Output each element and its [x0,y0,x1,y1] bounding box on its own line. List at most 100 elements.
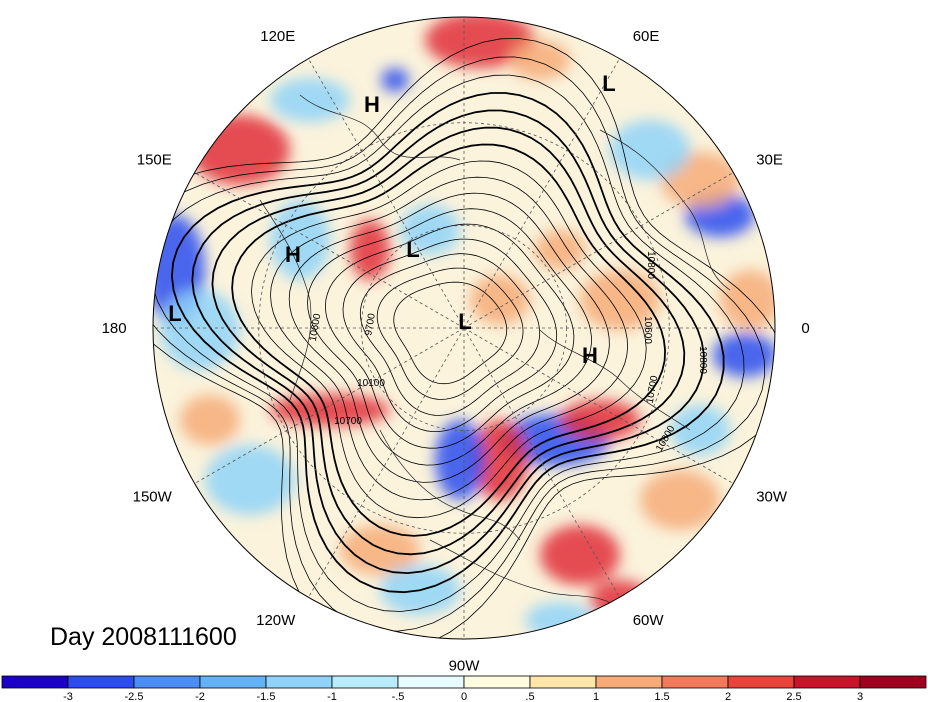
meridian-line [308,327,465,598]
figure-title: Day 2008111600 [50,623,237,651]
anomaly-blob [535,230,585,270]
meridian-line [194,327,465,484]
colorbar-box [67,675,135,689]
anomaly-blob [580,270,660,330]
colorbar-box [529,675,597,689]
contour-line [211,126,686,556]
colorbar-tick-label: -2.5 [125,691,144,702]
pressure-system-low: L [406,237,419,262]
anomaly-blob [470,275,530,325]
contour-value-label: 10700 [334,416,362,427]
pressure-system-low: L [168,301,181,326]
colorbar-box [199,675,267,689]
contour-value-label: 10800 [697,346,708,374]
coastline [379,429,521,541]
contour-value-label: 10600 [642,316,653,344]
pressure-system-high: H [364,92,380,117]
coastline [299,94,461,161]
colorbar-tick-label: 2 [725,691,731,702]
anomaly-blob [525,602,595,638]
contour-line [376,267,524,400]
anomaly-blob [425,17,535,68]
coastline [599,129,731,291]
colorbar-box [331,675,399,689]
contour-line [153,37,775,639]
coastline [259,199,312,401]
colorbar-box [793,675,861,689]
anomaly-blob [510,40,570,80]
longitude-label: 180 [102,320,127,337]
contour-line [342,238,558,432]
graticule [153,17,775,639]
longitude-label: 150W [133,489,173,506]
anomaly-blob [435,420,485,500]
anomaly-blob [713,333,775,377]
meridian-line [463,327,734,484]
anomaly-blob [560,400,640,440]
contour-line [288,192,610,483]
anomaly-blob [350,220,390,280]
map-border [152,16,776,640]
colorbar-tick-label: 0 [461,691,467,702]
colorbar-tick-label: -3 [63,691,73,702]
colorbar-box [859,675,927,689]
pressure-system-high: H [285,242,301,267]
colorbar-box [1,675,69,689]
colorbar-tick-label: 1.5 [654,691,669,702]
anomaly-blob [160,290,240,370]
contour-line [153,56,766,632]
anomaly-blob [270,200,330,280]
longitude-label: 60E [633,28,660,45]
colorbar-box [661,675,729,689]
anomaly-blob [610,120,690,180]
contour-line [231,143,667,537]
contour-value-label: 10600 [308,312,324,342]
anomaly-blob [190,115,290,185]
contour-line [359,253,541,416]
coastline [539,329,691,431]
colorbar-box [265,675,333,689]
meridian-line [463,327,620,598]
anomaly-blob [205,445,295,515]
colorbar-box [727,675,795,689]
contour-value-label: 10700 [645,374,661,404]
anomaly-blob [180,395,240,445]
longitude-label: 30E [756,151,783,168]
anomaly-blob [640,470,720,530]
contour-line [251,160,647,519]
colorbar: -3 -2.5 -2 -1.5 -1 -.5 0 .5 1 1.5 2 2.5 3 [1,675,927,702]
contour-value-label: 9700 [363,312,378,336]
pressure-system-low: L [458,309,471,334]
colorbar-box [463,675,531,689]
longitude-label: 90W [449,657,481,674]
contour-line [191,109,705,575]
colorbar-box [397,675,465,689]
longitude-label: 30W [756,489,788,506]
contour-line [324,223,575,449]
meridian-line [194,172,465,329]
longitude-label: 60W [633,612,665,629]
longitude-label: 120W [256,612,296,629]
longitude-label: 120E [260,28,295,45]
colorbar-tick-label: 3 [857,691,863,702]
colorbar-tick-label: -1 [327,691,337,702]
pressure-system-high: H [582,343,598,368]
geopotential-contours [153,37,775,639]
contour-line [153,74,745,612]
longitude-labels: 90E60E30E030W60W90W120W150W180150E120E [102,28,810,675]
colorbar-box [133,675,201,689]
coastlines [259,94,731,611]
pressure-system-low: L [602,71,615,96]
anomaly-blob [540,525,620,585]
colorbar-tick-label: 1 [593,691,599,702]
anomaly-blob [340,525,420,575]
map-layer [153,17,775,639]
colorbar-box [595,675,663,689]
contour-line [170,92,725,594]
anomaly-blob [270,394,390,426]
longitude-label: 0 [801,320,809,337]
meridian-line [463,172,734,329]
anomaly-blob [472,420,528,500]
colorbar-tick-label: -.5 [392,691,405,702]
